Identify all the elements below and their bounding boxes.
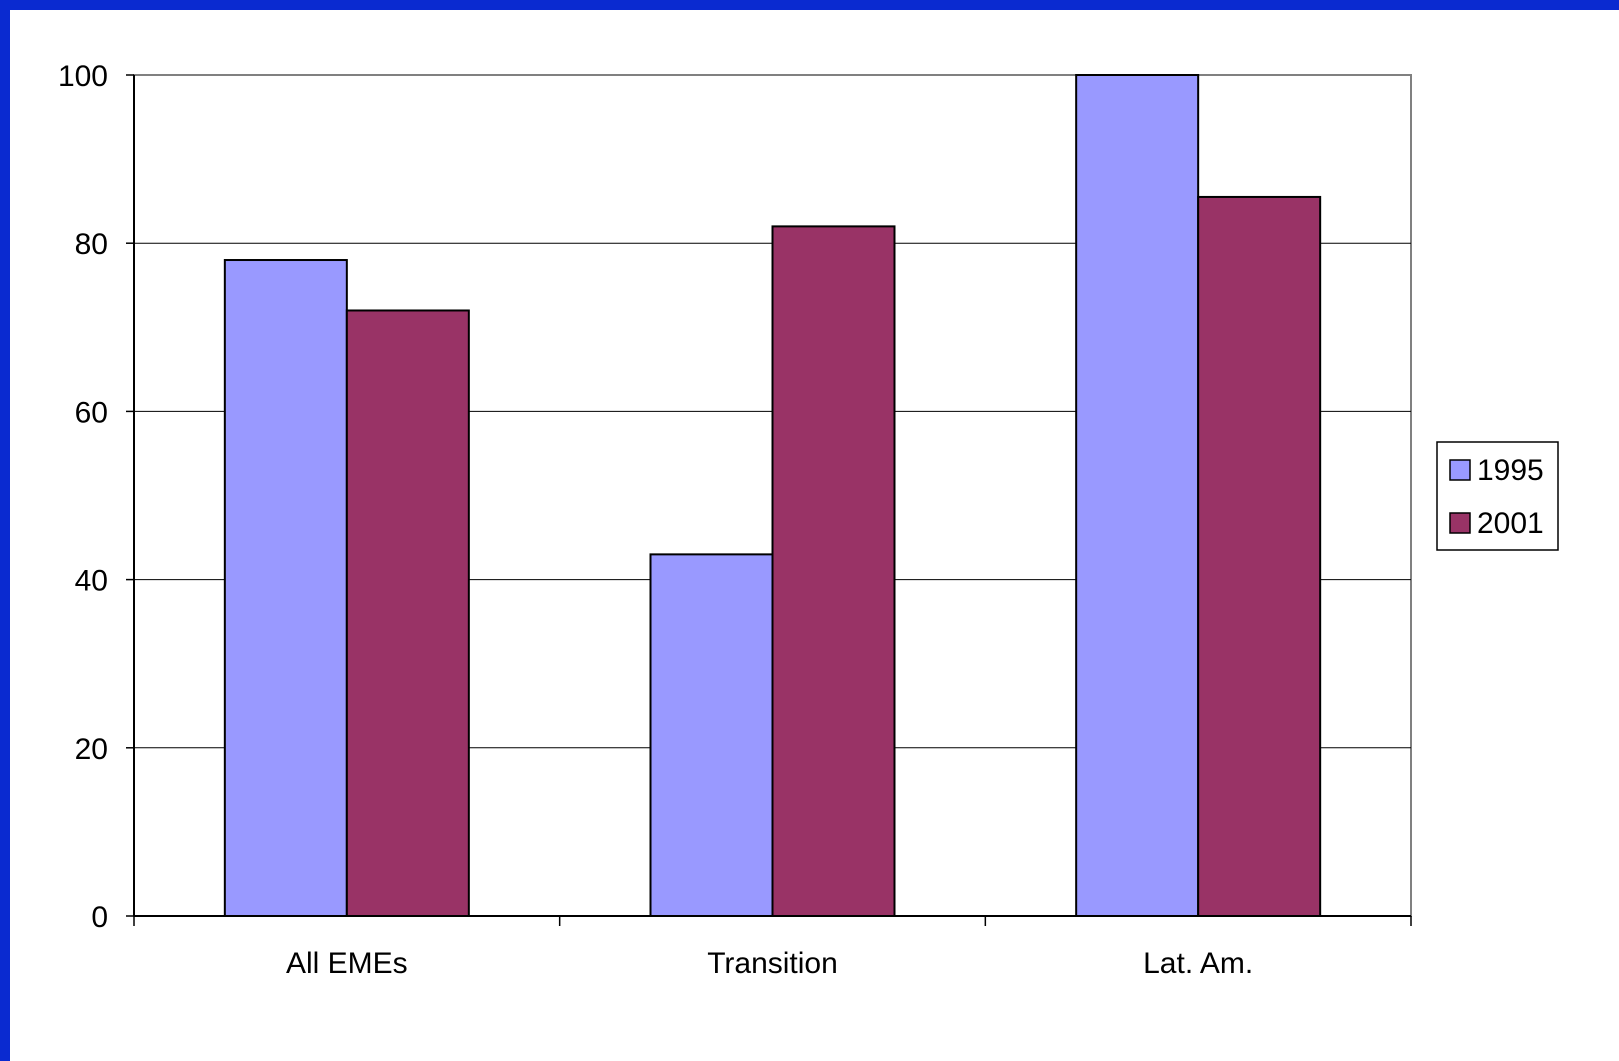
- bar-2001: [1197, 195, 1322, 917]
- slide-background: 0 20 40 60 80 100 All EMEs Transition Lat. Am. 1…: [10, 10, 1619, 1061]
- legend: 1995 2001: [1436, 441, 1559, 551]
- x-tick-label: All EMEs: [286, 947, 408, 980]
- bars: [223, 74, 1322, 918]
- y-tick-label: 80: [75, 228, 108, 261]
- bar-2001: [771, 225, 896, 917]
- x-tick-label: Lat. Am.: [1143, 947, 1253, 980]
- legend-label: 1995: [1477, 454, 1544, 487]
- bar-1995: [649, 553, 774, 917]
- bar-1995: [223, 259, 348, 917]
- y-tick-label: 100: [58, 60, 108, 93]
- y-tick-label: 0: [91, 901, 108, 934]
- x-tick-label: Transition: [707, 947, 838, 980]
- y-tick-label: 40: [75, 565, 108, 598]
- bar-1995: [1075, 74, 1200, 917]
- legend-label: 2001: [1477, 507, 1544, 540]
- legend-swatch-1995: [1449, 459, 1471, 481]
- bar-2001: [345, 309, 470, 918]
- y-tick-label: 60: [75, 396, 108, 429]
- legend-swatch-2001: [1449, 512, 1471, 534]
- axes: 0 20 40 60 80 100 All EMEs Transition Lat. Am.: [58, 60, 1412, 980]
- bar-chart: 0 20 40 60 80 100 All EMEs Transition Lat. Am. 1…: [58, 60, 1559, 980]
- y-tick-label: 20: [75, 733, 108, 766]
